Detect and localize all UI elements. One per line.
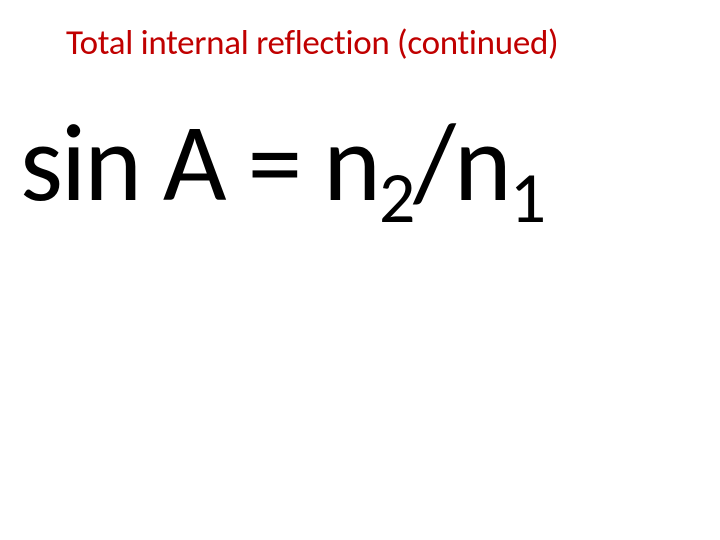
slide-title: Total internal reflection (continued) [66,22,558,64]
equation-part-1: sin A = n [20,95,379,230]
equation-part-2: /n [413,95,509,230]
equation: sin A = n2/n1 [20,95,544,230]
equation-subscript-2: 1 [510,154,545,242]
equation-subscript-1: 2 [379,154,414,242]
